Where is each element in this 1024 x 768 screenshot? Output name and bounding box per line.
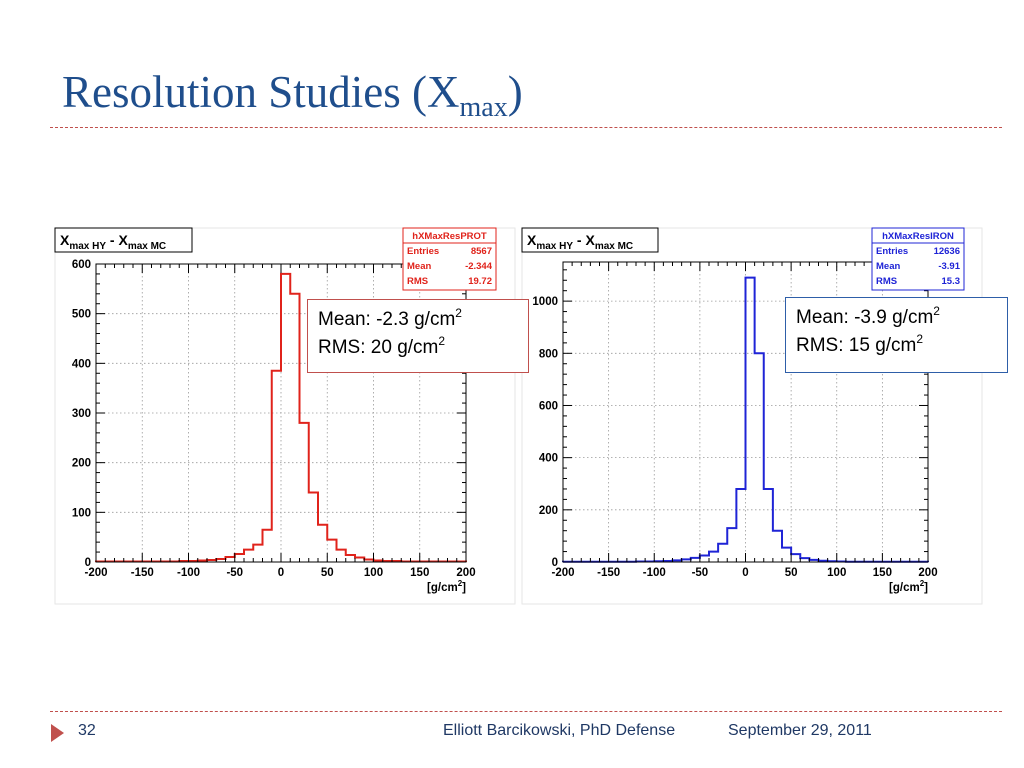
callout-proton-mean: Mean: -2.3 g/cm2	[318, 306, 462, 330]
histogram-title-minus: - X	[106, 232, 128, 248]
y-tick-label: 400	[72, 358, 91, 370]
x-tick-label: 50	[321, 567, 334, 579]
stats-box-label: RMS	[876, 276, 897, 287]
stats-box-value: -2.344	[465, 261, 493, 272]
y-tick-label: 1000	[532, 296, 558, 308]
stats-box-name: hXMaxResIRON	[882, 231, 954, 242]
x-axis-unit-label: [g/cm2]	[889, 579, 928, 594]
x-axis-unit-superscript: 2	[458, 579, 463, 588]
x-tick-label: 150	[873, 567, 892, 579]
histogram-title-iron: Xmax HY - Xmax MC	[527, 232, 633, 252]
histogram-title-box-iron	[521, 227, 659, 253]
y-tick-label: 200	[72, 458, 91, 470]
x-tick-label: 200	[918, 567, 937, 579]
histogram-figure: -200 -150 -100 -50 0 50 100 150 2000100200300400…	[54, 227, 983, 605]
histogram-title-x: X	[527, 232, 537, 248]
stats-box-label: Mean	[876, 261, 900, 272]
x-tick-label: -50	[692, 567, 709, 579]
right-triangle-icon	[51, 724, 64, 742]
histogram-title-sub1: max HY	[69, 241, 106, 252]
x-tick-label: -50	[226, 567, 243, 579]
stats-box-name: hXMaxResPROT	[412, 231, 487, 242]
x-tick-label: 100	[827, 567, 846, 579]
stats-box-label: Mean	[407, 261, 431, 272]
stats-box-value: 8567	[471, 246, 492, 257]
x-tick-label: -150	[131, 567, 154, 579]
stats-box-iron: hXMaxResIRON Entries 12636 Mean -3.91 RMS 15.3	[871, 227, 965, 291]
y-tick-label: 0	[85, 557, 91, 569]
stats-box-value: 19.72	[468, 276, 492, 287]
callout-proton-rms: RMS: 20 g/cm2	[318, 334, 446, 358]
title-divider	[50, 127, 1002, 128]
stats-box-value: -3.91	[938, 261, 960, 272]
stats-box-label: Entries	[876, 246, 908, 257]
histogram-panel-proton: -200 -150 -100 -50 0 50 100 150 200 0 100 200 300 400…	[54, 227, 516, 605]
x-tick-label: -150	[597, 567, 620, 579]
slide-title-close: )	[507, 67, 523, 117]
y-tick-label: 800	[539, 348, 558, 360]
footer-author: Elliott Barcikowski, PhD Defense	[443, 722, 676, 739]
slide-title-subscript: max	[459, 92, 508, 123]
x-tick-label: -200	[84, 567, 107, 579]
histogram-title-minus: - X	[573, 232, 595, 248]
stats-box-value: 12636	[934, 246, 960, 257]
stats-box-frame	[871, 227, 965, 291]
canvas-frame-proton	[54, 227, 516, 605]
histogram-title-sub2: max MC	[128, 241, 166, 252]
canvas-frame-iron	[521, 227, 983, 605]
page-number: 32	[78, 722, 96, 739]
y-tick-label: 0	[552, 557, 558, 569]
y-tick-label: 500	[72, 309, 91, 321]
callout-iron: Mean: -3.9 g/cm2 RMS: 15 g/cm2	[785, 297, 1008, 373]
histogram-title-proton: Xmax HY - Xmax MC	[60, 232, 166, 252]
x-tick-label: 0	[278, 567, 284, 579]
histogram-title-box-proton	[54, 227, 193, 253]
x-axis-unit-text: [g/cm	[427, 582, 458, 594]
y-tick-label: 400	[539, 453, 558, 465]
x-tick-label: 0	[742, 567, 748, 579]
histogram-panel-iron: -200 -150 -100 -50 0 50 100 150 200 0 200 400 600 800…	[521, 227, 983, 605]
y-tick-label: 100	[72, 507, 91, 519]
y-tick-label: 300	[72, 408, 91, 420]
y-tick-label: 600	[72, 259, 91, 271]
footer-divider	[50, 711, 1002, 712]
footer-date: September 29, 2011	[728, 722, 872, 739]
x-tick-label: 50	[785, 567, 798, 579]
callout-iron-rms: RMS: 15 g/cm2	[796, 332, 924, 356]
stats-box-label: Entries	[407, 246, 439, 257]
x-tick-label: 200	[456, 567, 475, 579]
slide-title-main: Resolution Studies (X	[62, 67, 460, 117]
x-axis-unit-label: [g/cm2]	[427, 579, 466, 594]
histogram-title-sub1: max HY	[536, 241, 573, 252]
slide-title: Resolution Studies (Xmax)	[62, 66, 523, 124]
x-axis-unit-text: [g/cm	[889, 582, 920, 594]
stats-box-value: 15.3	[942, 276, 961, 287]
x-axis-unit-close: ]	[924, 582, 928, 594]
stats-box-frame	[402, 227, 497, 291]
callout-proton: Mean: -2.3 g/cm2 RMS: 20 g/cm2	[307, 299, 529, 373]
x-tick-label: 100	[364, 567, 383, 579]
callout-iron-mean: Mean: -3.9 g/cm2	[796, 304, 940, 328]
histogram-title-sub2: max MC	[595, 241, 633, 252]
histogram-title-x: X	[60, 232, 70, 248]
x-axis-unit-close: ]	[462, 582, 466, 594]
stats-box-label: RMS	[407, 276, 428, 287]
y-tick-label: 600	[539, 400, 558, 412]
x-tick-label: 150	[410, 567, 429, 579]
x-tick-label: -200	[551, 567, 574, 579]
x-tick-label: -100	[643, 567, 666, 579]
y-tick-label: 200	[539, 505, 558, 517]
x-tick-label: -100	[177, 567, 200, 579]
x-axis-unit-superscript: 2	[920, 579, 925, 588]
stats-box-proton: hXMaxResPROT Entries 8567 Mean -2.344 RMS 19.7…	[402, 227, 497, 291]
